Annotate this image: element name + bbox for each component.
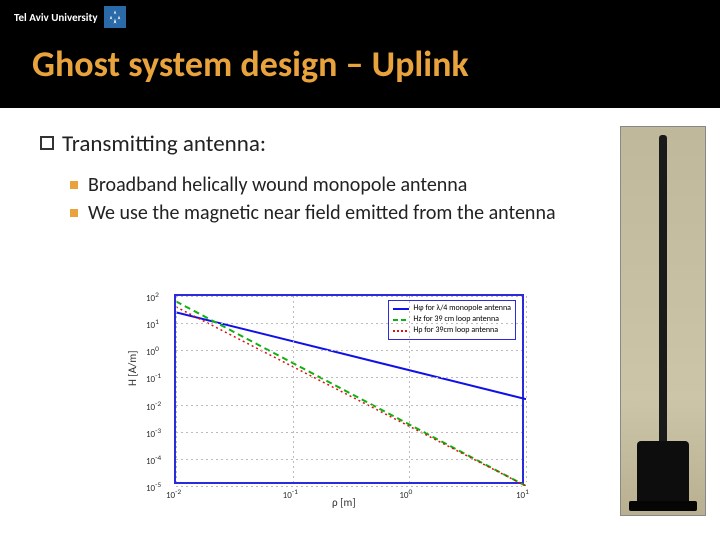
bullet-text: Broadband helically wound monopole anten… <box>88 172 467 198</box>
antenna-base <box>637 441 689 505</box>
header-bar: Tel Aviv University Ghost system design … <box>0 0 720 108</box>
list-item: We use the magnetic near field emitted f… <box>70 200 600 226</box>
list-item: Broadband helically wound monopole anten… <box>70 172 600 198</box>
square-bullet-icon <box>40 136 54 150</box>
bullet-icon <box>70 181 78 189</box>
bullet-icon <box>70 209 78 217</box>
university-name: Tel Aviv University <box>14 11 98 24</box>
heading-row: Transmitting antenna: <box>40 130 600 158</box>
university-emblem-icon <box>104 6 126 28</box>
content-area: Transmitting antenna: Broadband helicall… <box>40 130 600 228</box>
bullet-text: We use the magnetic near field emitted f… <box>88 200 556 226</box>
chart-x-axis-label: ρ [m] <box>332 496 356 509</box>
antenna-photo <box>620 126 706 516</box>
antenna-rod <box>659 135 667 445</box>
university-logo: Tel Aviv University <box>14 6 126 28</box>
heading-text: Transmitting antenna: <box>62 130 266 158</box>
chart-y-axis-label: H [A/m] <box>126 351 139 387</box>
chart-lines-svg <box>176 296 526 486</box>
chart-container: H [A/m] ρ [m] Hφ for λ/4 monopole antenn… <box>122 286 542 516</box>
chart-plot-area: Hφ for λ/4 monopole antenna Hz for 39 cm… <box>174 294 524 484</box>
slide-title: Ghost system design – Uplink <box>32 42 469 86</box>
antenna-foot <box>629 501 697 511</box>
bullet-list: Broadband helically wound monopole anten… <box>70 172 600 226</box>
